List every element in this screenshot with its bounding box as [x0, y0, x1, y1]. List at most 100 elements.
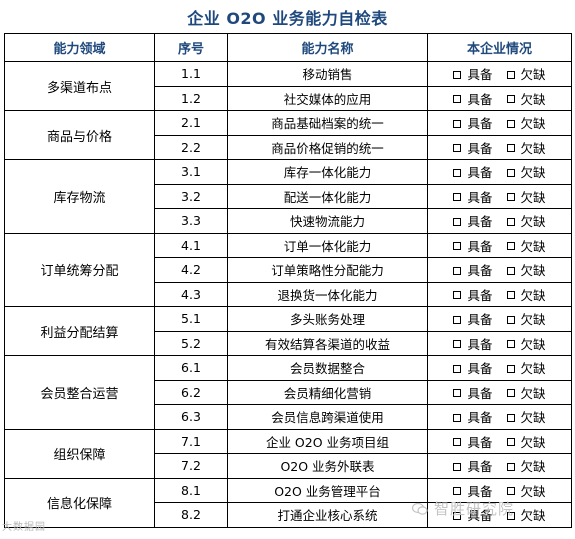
checkbox[interactable]: [453, 511, 462, 520]
checkbox[interactable]: [453, 144, 462, 153]
checkbox[interactable]: [506, 242, 515, 251]
checkbox[interactable]: [506, 438, 515, 447]
checkbox[interactable]: [453, 217, 462, 226]
capability-name: 有效结算各渠道的收益: [227, 330, 428, 356]
option-label: 具备: [467, 508, 493, 524]
option-lack[interactable]: 欠缺: [506, 236, 546, 255]
checkbox[interactable]: [506, 291, 515, 300]
checkbox[interactable]: [506, 144, 515, 153]
capability-name: 退换货一体化能力: [227, 281, 428, 307]
status-options: 具备 欠缺: [427, 232, 572, 258]
option-lack[interactable]: 欠缺: [506, 334, 546, 353]
checkbox[interactable]: [453, 364, 462, 373]
checkbox[interactable]: [506, 340, 515, 349]
checkbox[interactable]: [453, 438, 462, 447]
option-label: 欠缺: [520, 287, 546, 303]
checkbox[interactable]: [453, 340, 462, 349]
checkbox[interactable]: [453, 193, 462, 202]
option-have[interactable]: 具备: [453, 260, 493, 279]
checkbox[interactable]: [506, 462, 515, 471]
checkbox[interactable]: [453, 413, 462, 422]
checkbox[interactable]: [506, 119, 515, 128]
option-have[interactable]: 具备: [453, 113, 493, 132]
checkbox[interactable]: [506, 511, 515, 520]
status-options: 具备 欠缺: [427, 159, 572, 185]
header-area: 能力领域: [4, 33, 155, 62]
option-have[interactable]: 具备: [453, 187, 493, 206]
option-lack[interactable]: 欠缺: [506, 113, 546, 132]
option-lack[interactable]: 欠缺: [506, 138, 546, 157]
checkbox[interactable]: [506, 193, 515, 202]
option-lack[interactable]: 欠缺: [506, 211, 546, 230]
option-have[interactable]: 具备: [453, 236, 493, 255]
checkbox[interactable]: [453, 487, 462, 496]
checkbox[interactable]: [453, 389, 462, 398]
checkbox[interactable]: [453, 242, 462, 251]
option-have[interactable]: 具备: [453, 138, 493, 157]
option-lack[interactable]: 欠缺: [506, 407, 546, 426]
capability-name: 打通企业核心系统: [227, 502, 428, 528]
option-have[interactable]: 具备: [453, 383, 493, 402]
option-label: 具备: [467, 287, 493, 303]
checkbox[interactable]: [506, 168, 515, 177]
option-have[interactable]: 具备: [453, 456, 493, 475]
status-options: 具备 欠缺: [427, 379, 572, 405]
option-lack[interactable]: 欠缺: [506, 285, 546, 304]
checkbox[interactable]: [453, 95, 462, 104]
option-label: 欠缺: [520, 459, 546, 475]
option-have[interactable]: 具备: [453, 505, 493, 524]
option-lack[interactable]: 欠缺: [506, 187, 546, 206]
option-lack[interactable]: 欠缺: [506, 432, 546, 451]
option-have[interactable]: 具备: [453, 358, 493, 377]
checkbox[interactable]: [506, 266, 515, 275]
item-number: 3.3: [154, 208, 228, 234]
option-lack[interactable]: 欠缺: [506, 358, 546, 377]
checkbox[interactable]: [506, 315, 515, 324]
checkbox[interactable]: [506, 364, 515, 373]
option-have[interactable]: 具备: [453, 211, 493, 230]
option-lack[interactable]: 欠缺: [506, 89, 546, 108]
checkbox[interactable]: [506, 217, 515, 226]
option-have[interactable]: 具备: [453, 64, 493, 83]
table-body: 多渠道布点 1.1 移动销售 具备 欠缺 1.2 社交媒体的应用 具备 欠缺 商品与价格 2.1 商品…: [4, 61, 572, 528]
capability-area: 信息化保障: [4, 477, 155, 528]
option-lack[interactable]: 欠缺: [506, 383, 546, 402]
option-have[interactable]: 具备: [453, 89, 493, 108]
checkbox[interactable]: [453, 70, 462, 79]
option-lack[interactable]: 欠缺: [506, 505, 546, 524]
option-have[interactable]: 具备: [453, 162, 493, 181]
checkbox[interactable]: [453, 291, 462, 300]
capability-name: 商品基础档案的统一: [227, 110, 428, 136]
table-row: 3.3 快速物流能力 具备 欠缺: [5, 208, 572, 234]
option-lack[interactable]: 欠缺: [506, 64, 546, 83]
table-row: 库存物流 3.1 库存一体化能力 具备 欠缺: [4, 159, 572, 234]
checkbox[interactable]: [506, 413, 515, 422]
checkbox[interactable]: [506, 70, 515, 79]
checkbox[interactable]: [453, 315, 462, 324]
option-lack[interactable]: 欠缺: [506, 481, 546, 500]
option-label: 欠缺: [520, 263, 546, 279]
checkbox[interactable]: [506, 487, 515, 496]
option-lack[interactable]: 欠缺: [506, 162, 546, 181]
capability-area: 利益分配结算: [4, 306, 155, 356]
checkbox[interactable]: [453, 168, 462, 177]
option-have[interactable]: 具备: [453, 309, 493, 328]
wechat-icon: [412, 502, 428, 515]
option-have[interactable]: 具备: [453, 407, 493, 426]
option-lack[interactable]: 欠缺: [506, 260, 546, 279]
option-lack[interactable]: 欠缺: [506, 456, 546, 475]
item-number: 2.1: [154, 110, 228, 136]
capability-name: 快速物流能力: [227, 208, 428, 234]
checkbox[interactable]: [506, 95, 515, 104]
checkbox[interactable]: [453, 266, 462, 275]
checkbox[interactable]: [506, 389, 515, 398]
option-have[interactable]: 具备: [453, 432, 493, 451]
checkbox[interactable]: [453, 119, 462, 128]
capability-area: 商品与价格: [4, 110, 155, 160]
option-have[interactable]: 具备: [453, 481, 493, 500]
checkbox[interactable]: [453, 462, 462, 471]
option-lack[interactable]: 欠缺: [506, 309, 546, 328]
option-label: 欠缺: [520, 238, 546, 254]
option-have[interactable]: 具备: [453, 334, 493, 353]
option-have[interactable]: 具备: [453, 285, 493, 304]
